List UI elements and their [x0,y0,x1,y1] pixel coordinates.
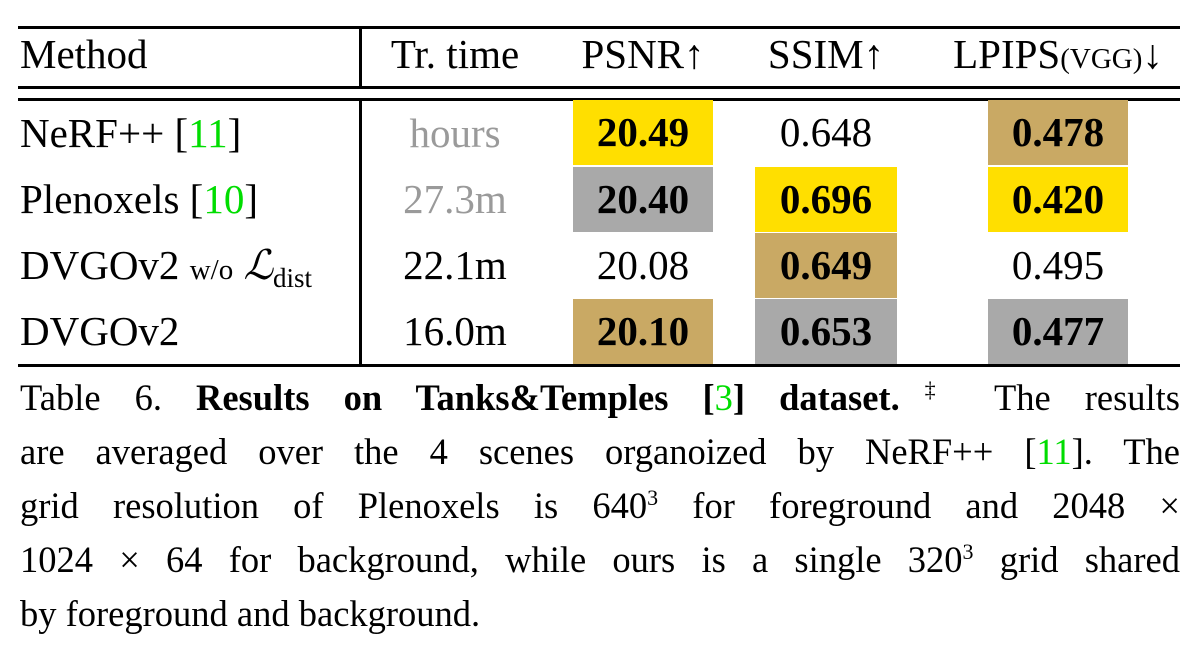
loss-symbol: ℒ [243,242,273,288]
lpips-cell: 0.420 [988,167,1128,232]
header-rule-1 [18,86,1180,89]
header-lpips: LPIPS(VGG)↓ [928,29,1188,86]
time-cell: 22.1m [403,242,507,288]
ssim-cell: 0.648 [779,109,873,155]
caption-text: ]. The [1071,431,1180,472]
caption-line: grid resolution of Plenoxels is 6403 for… [20,479,1180,533]
caption-text: grid resolution of Plenoxels is 640 [20,485,648,526]
caption-text: grid shared [999,539,1180,580]
method-cell: NeRF++ [11] [20,101,241,166]
ssim-cell: 0.653 [755,299,897,364]
method-name: Plenoxels [ [20,176,204,222]
method-cell: DVGOv2 w/o ℒdist [20,233,312,298]
lpips-subscript: (VGG) [1060,43,1143,75]
caption-text: are averaged over the 4 scenes organoize… [20,431,1037,472]
method-suffix: w/o [189,254,234,286]
ssim-cell: 0.649 [755,233,897,298]
psnr-cell: 20.08 [596,242,690,288]
caption-label: Table 6. [20,377,162,418]
caption-line: by foreground and background. [20,587,1180,641]
header-time: Tr. time [390,31,520,77]
citation-link[interactable]: 3 [714,377,733,418]
lpips-label: LPIPS [953,31,1061,77]
method-cell: Plenoxels [10] [20,167,258,232]
top-rule [18,26,1180,29]
psnr-cell: 20.49 [573,100,713,165]
header-psnr: PSNR↑ [581,31,705,77]
method-cell: DVGOv2 [20,308,180,354]
superscript: 3 [962,538,974,564]
citation-link[interactable]: 11 [1036,431,1072,472]
caption-text: The results [993,377,1181,418]
loss-subscript: dist [272,263,312,293]
psnr-cell: 20.40 [573,167,713,232]
caption-title: Results on Tanks&Temples [3] dataset. [196,377,900,418]
time-cell: hours [409,110,501,156]
footnote-mark: ‡ [899,376,961,402]
time-cell: 27.3m [403,176,507,222]
down-arrow-icon: ↓ [1142,31,1163,77]
header-ssim: SSIM↑ [767,31,885,77]
time-cell: 16.0m [403,308,507,354]
method-name: NeRF++ [ [20,110,189,156]
citation-link[interactable]: 10 [203,176,245,222]
superscript: 3 [647,484,659,510]
ssim-cell: 0.696 [755,167,897,232]
caption-line: 1024 × 64 for background, while ours is … [20,533,1180,587]
bottom-rule [18,364,1180,367]
method-name: DVGOv2 [20,242,180,288]
lpips-cell: 0.478 [988,100,1128,165]
caption-text: for foreground and 2048 × [692,485,1181,526]
caption-text: 1024 × 64 for background, while ours is … [20,539,963,580]
caption-text: by foreground and background. [20,593,481,634]
citation-link[interactable]: 11 [188,110,228,156]
header-rule-2 [18,98,1180,101]
bracket: ] [227,110,242,156]
bracket: ] [244,176,258,222]
caption-line: Table 6. Results on Tanks&Temples [3] da… [20,371,1180,425]
column-divider [359,101,362,364]
lpips-cell: 0.495 [1011,242,1105,288]
caption-line: are averaged over the 4 scenes organoize… [20,425,1180,479]
psnr-cell: 20.10 [573,299,713,364]
lpips-cell: 0.477 [988,299,1128,364]
header-method: Method [20,31,148,77]
column-divider [359,29,362,86]
